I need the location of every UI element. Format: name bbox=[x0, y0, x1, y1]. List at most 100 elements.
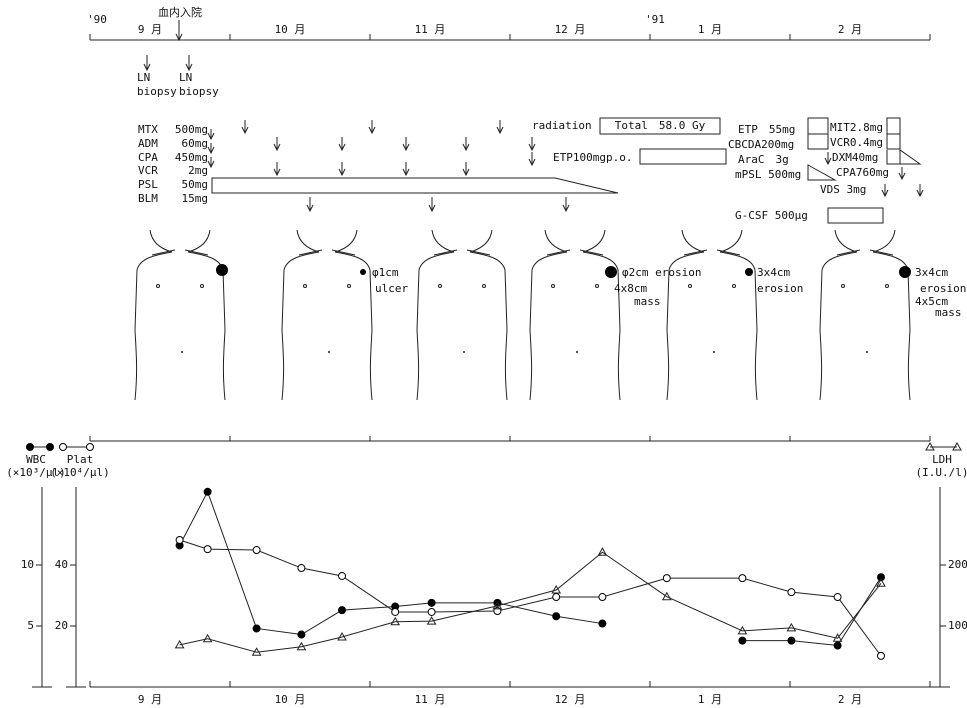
y-tick-label: 10 bbox=[21, 558, 34, 571]
body-outline bbox=[667, 230, 757, 400]
nipple bbox=[689, 285, 692, 288]
year-label: '91 bbox=[645, 13, 665, 26]
drug-name: VCR bbox=[138, 164, 158, 177]
y-tick-label: 5 bbox=[27, 619, 34, 632]
nipple bbox=[157, 285, 160, 288]
data-point bbox=[878, 652, 885, 659]
data-point bbox=[176, 536, 183, 543]
etp-oral-box bbox=[640, 149, 726, 164]
y-tick-label: 100 bbox=[948, 619, 967, 632]
biopsy-label: LN bbox=[137, 71, 150, 84]
navel bbox=[463, 351, 465, 353]
y-tick-label: 40 bbox=[55, 558, 68, 571]
y-tick-label: 20 bbox=[55, 619, 68, 632]
body-outline bbox=[135, 230, 225, 400]
data-point bbox=[298, 565, 305, 572]
regimen-label: VDS 3mg bbox=[820, 183, 866, 196]
regimen-label: mPSL 500mg bbox=[735, 168, 801, 181]
drug-name: ADM bbox=[138, 137, 158, 150]
biopsy-label: biopsy bbox=[179, 85, 219, 98]
drug-dose: 50mg bbox=[182, 178, 209, 191]
timeline-month: 11 月 bbox=[415, 23, 446, 36]
series-line bbox=[180, 492, 881, 646]
biopsy-label: LN bbox=[179, 71, 192, 84]
body-figure bbox=[667, 230, 757, 400]
data-point bbox=[27, 444, 34, 451]
data-point bbox=[599, 620, 606, 627]
regimen-label: CPA760mg bbox=[836, 166, 889, 179]
data-point bbox=[428, 608, 435, 615]
regimen-box bbox=[887, 118, 900, 134]
data-point bbox=[739, 575, 746, 582]
data-point bbox=[204, 488, 211, 495]
axis-unit: (I.U./l) bbox=[916, 466, 967, 479]
legend-label: WBC bbox=[26, 453, 46, 466]
x-tick-label: 1 月 bbox=[698, 693, 722, 706]
lesion-label: 4x8cm bbox=[614, 282, 647, 295]
drug-dose: 2mg bbox=[188, 164, 208, 177]
regimen-label: CBCDA200mg bbox=[728, 138, 794, 151]
navel bbox=[181, 351, 183, 353]
nipple bbox=[552, 285, 555, 288]
gcsf-box bbox=[828, 208, 883, 223]
navel bbox=[713, 351, 715, 353]
series-line bbox=[180, 540, 881, 656]
drug-name: MTX bbox=[138, 123, 158, 136]
regimen-label: ETP 55mg bbox=[738, 123, 795, 136]
data-point bbox=[60, 444, 67, 451]
psl-bar bbox=[212, 178, 618, 193]
data-point bbox=[599, 594, 606, 601]
drug-name: CPA bbox=[138, 151, 158, 164]
lesion-label: mass bbox=[935, 306, 962, 319]
regimen-label: AraC 3g bbox=[738, 153, 789, 166]
lesion-label: 3x4cm bbox=[915, 266, 948, 279]
regimen-label: DXM40mg bbox=[832, 151, 878, 164]
gcsf-label: G-CSF 500μg bbox=[735, 209, 808, 222]
nipple bbox=[304, 285, 307, 288]
data-point bbox=[553, 594, 560, 601]
nipple bbox=[733, 285, 736, 288]
body-outline bbox=[417, 230, 507, 400]
lesion bbox=[360, 269, 366, 275]
data-point bbox=[788, 637, 795, 644]
lesion bbox=[745, 268, 753, 276]
lesion-label: erosion bbox=[920, 282, 966, 295]
data-point bbox=[47, 444, 54, 451]
drug-dose: 60mg bbox=[182, 137, 209, 150]
biopsy-label: biopsy bbox=[137, 85, 177, 98]
x-tick-label: 10 月 bbox=[275, 693, 306, 706]
body-outline bbox=[530, 230, 620, 400]
radiation-label: radiation bbox=[532, 119, 592, 132]
body-figure bbox=[530, 230, 620, 400]
body-figure bbox=[820, 230, 910, 400]
axis-unit: (×10⁴/μl) bbox=[50, 466, 110, 479]
nipple bbox=[842, 285, 845, 288]
drug-name: PSL bbox=[138, 178, 158, 191]
navel bbox=[328, 351, 330, 353]
drug-dose: 500mg bbox=[175, 123, 208, 136]
data-point bbox=[204, 546, 211, 553]
data-point bbox=[553, 613, 560, 620]
lesion-label: mass bbox=[634, 295, 661, 308]
series-line bbox=[180, 552, 881, 652]
regimen-box bbox=[808, 118, 828, 134]
body-figure bbox=[417, 230, 507, 400]
clinical-course-figure: 9 月10 月11 月12 月1 月2 月'90'91血内入院LNbiopsyL… bbox=[0, 0, 967, 708]
navel bbox=[576, 351, 578, 353]
drug-dose: 450mg bbox=[175, 151, 208, 164]
legend-label: LDH bbox=[932, 453, 952, 466]
lesion-label: φ1cm bbox=[372, 266, 399, 279]
data-point bbox=[834, 594, 841, 601]
x-tick-label: 2 月 bbox=[838, 693, 862, 706]
regimen-label: MIT2.8mg bbox=[830, 121, 883, 134]
data-point bbox=[339, 607, 346, 614]
etp-oral-label: ETP100mgp.o. bbox=[553, 151, 632, 164]
data-point bbox=[253, 625, 260, 632]
nipple bbox=[483, 285, 486, 288]
nipple bbox=[886, 285, 889, 288]
lesion-label: ulcer bbox=[375, 282, 408, 295]
data-point bbox=[253, 547, 260, 554]
timeline-month: 9 月 bbox=[138, 23, 162, 36]
lesion bbox=[216, 264, 228, 276]
timeline-month: 12 月 bbox=[555, 23, 586, 36]
